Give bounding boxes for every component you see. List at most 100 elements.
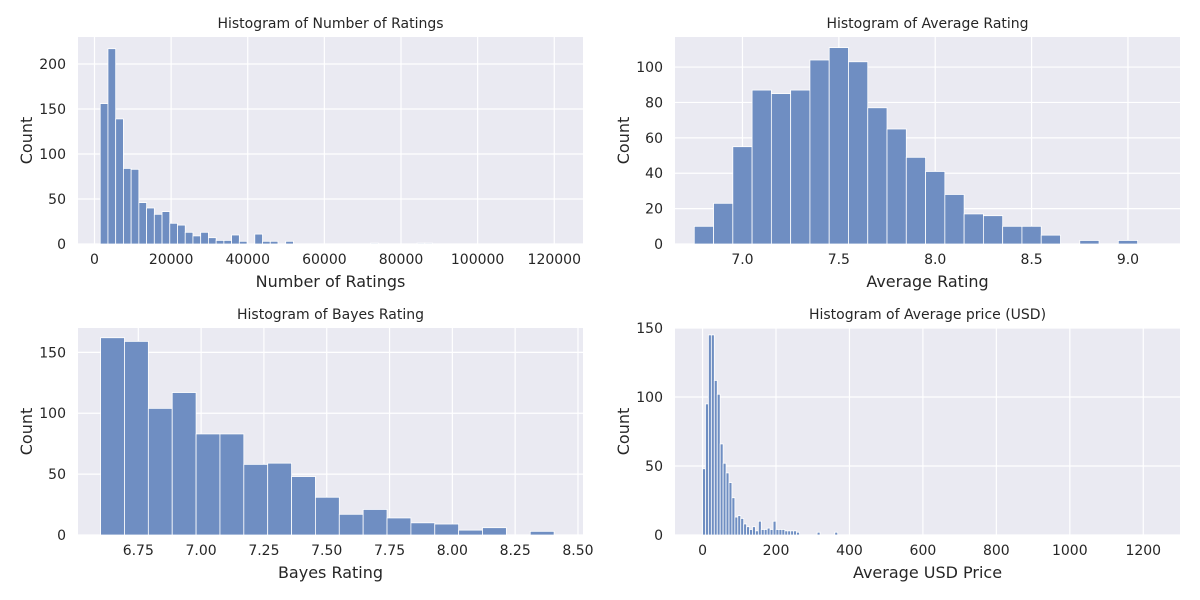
histogram-bar [740,518,745,536]
histogram-bar [1040,234,1061,245]
x-tick-label: 40000 [225,252,270,268]
y-tick-label: 50 [48,467,66,483]
histogram-bar [184,231,194,245]
histogram-bar [153,213,163,245]
x-tick-label: 20000 [149,252,194,268]
x-tick-label: 8.25 [500,543,531,559]
histogram-bar [705,403,709,536]
x-tick-label: 600 [910,543,937,559]
histogram-bar [752,526,756,536]
x-tick-label: 7.00 [186,543,217,559]
x-tick-label: 100000 [451,252,504,268]
x-tick-label: 8.0 [924,252,946,268]
histogram-bar [772,520,777,536]
y-tick-label: 20 [645,202,663,218]
y-tick-label: 150 [39,345,66,361]
histogram-bar [1117,240,1138,245]
histogram-bar [757,520,762,536]
histogram-bar [138,202,147,245]
plot-area [78,37,583,244]
x-tick-label: 8.00 [437,543,468,559]
histogram-bar [315,496,340,536]
histogram-bar [963,213,984,245]
histogram-bar [848,61,869,245]
histogram-bar [386,517,412,536]
y-tick-label: 200 [39,57,66,73]
x-tick-label: 120000 [528,252,581,268]
histogram-bar [749,529,753,536]
x-tick-label: 8.5 [1020,252,1042,268]
histogram-bar [123,167,132,245]
histogram-bar [238,240,248,245]
x-tick-label: 200 [763,543,790,559]
histogram-bar [124,340,149,536]
x-tick-label: 7.5 [828,252,850,268]
histogram-bar [231,234,240,245]
histogram-bar [147,407,173,536]
histogram-bar [708,334,712,536]
histogram-bar [458,529,483,536]
y-tick-label: 150 [39,102,66,118]
panel-average-price: 0 200 400 600 800 1000 1200 0 50 100 150 Histogram … [614,307,1180,582]
x-axis-label: Average Rating [866,272,988,291]
y-tick-label: 50 [48,192,66,208]
y-axis-label: Count [614,117,633,165]
chart-title: Histogram of Number of Ratings [217,16,443,32]
histogram-bar [208,237,217,245]
y-axis-label: Count [17,408,36,456]
histogram-bar [169,222,178,245]
x-axis-label: Number of Ratings [256,272,406,291]
histogram-bar [482,527,507,536]
histogram-bar [1079,240,1100,245]
histogram-bar [200,231,209,245]
histogram-bar [790,89,811,245]
y-tick-label: 60 [645,131,663,147]
histogram-bar [171,392,197,536]
x-tick-label: 7.25 [248,543,279,559]
chart-title: Histogram of Average Rating [826,16,1028,32]
histogram-bar [161,211,171,245]
x-tick-label: 9.0 [1117,252,1139,268]
y-tick-label: 0 [57,528,66,544]
y-tick-label: 150 [636,321,663,337]
histogram-bar [732,146,753,245]
histogram-bar [702,468,706,536]
y-tick-label: 40 [645,166,663,182]
histogram-bar [769,529,774,536]
histogram-bar [766,527,771,536]
histogram-bar [115,118,124,245]
histogram-bar [710,334,715,536]
histogram-bar [781,529,786,536]
histogram-bar [886,128,907,245]
y-tick-label: 0 [654,528,663,544]
histogram-bar [809,59,830,245]
histogram-bar [751,89,772,245]
y-tick-label: 0 [654,237,663,253]
x-axis-label: Average USD Price [853,563,1002,582]
histogram-bar [195,433,221,536]
x-axis-label: Bayes Rating [278,563,383,582]
histogram-bar [416,242,426,245]
x-tick-label: 400 [836,543,863,559]
histogram-bar [755,530,759,536]
histogram-bar [99,103,109,245]
y-tick-label: 100 [636,60,663,76]
histogram-bar [734,516,739,536]
histogram-bar [219,433,245,536]
histogram-bar [362,509,388,536]
histogram-bar [285,240,294,245]
histogram-bar [725,472,730,536]
histogram-bar [944,194,965,245]
histogram-bar [107,48,117,245]
histogram-bar [130,168,140,245]
y-tick-label: 80 [645,95,663,111]
histogram-bar [867,107,888,245]
histogram-bar [713,202,734,245]
histogram-bar [737,515,742,536]
panel-number-of-ratings: 0 20000 40000 60000 80000 100000 120000 0 50 100 1… [17,16,1021,291]
histogram-bar [338,513,364,536]
histogram-bar [787,530,792,536]
x-tick-label: 0 [90,252,99,268]
